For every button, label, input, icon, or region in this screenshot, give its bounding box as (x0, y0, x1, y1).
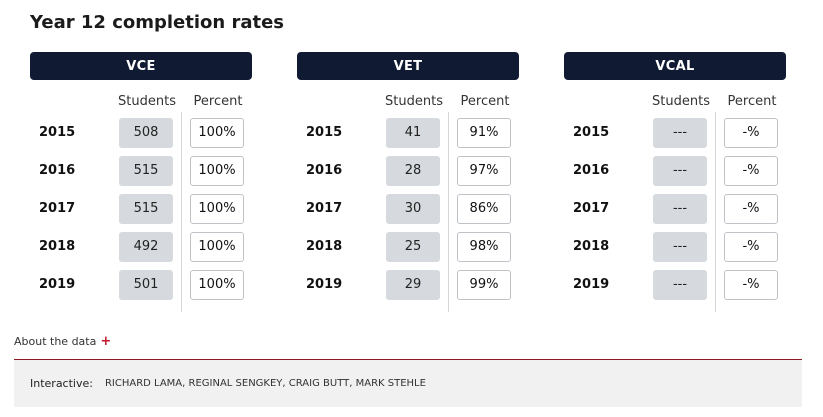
percent-cell: 100% (190, 270, 244, 300)
table-row: 2019 501 100% (30, 270, 252, 308)
students-cell: --- (653, 118, 707, 148)
table-row: 2015 --- -% (564, 118, 786, 156)
year-label: 2019 (39, 277, 76, 292)
percent-cell: 86% (457, 194, 511, 224)
percent-cell: 100% (190, 156, 244, 186)
students-cell: --- (653, 232, 707, 262)
percent-cell: 91% (457, 118, 511, 148)
table-row: 2016 28 97% (297, 156, 519, 194)
percent-column-header: Percent (193, 94, 243, 109)
table-rows: 2015 41 91% 2016 28 97% 2017 30 86% 2018 25 98% 2019… (297, 112, 519, 312)
table-row: 2018 492 100% (30, 232, 252, 270)
about-the-data-toggle[interactable]: About the data + (14, 334, 111, 349)
percent-column-header: Percent (727, 94, 777, 109)
table-row: 2015 508 100% (30, 118, 252, 156)
students-cell: 515 (119, 156, 173, 186)
credits-names: RICHARD LAMA, REGINAL SENGKEY, CRAIG BUT… (104, 378, 426, 389)
column-headers: Students Percent (297, 94, 519, 118)
year-label: 2016 (39, 163, 76, 178)
column-divider (715, 112, 716, 312)
table-row: 2015 41 91% (297, 118, 519, 156)
year-label: 2015 (39, 125, 76, 140)
students-cell: --- (653, 156, 707, 186)
percent-column-header: Percent (460, 94, 510, 109)
students-column-header: Students (652, 94, 710, 109)
year-label: 2018 (39, 239, 76, 254)
panel-vet: VET Students Percent 2015 41 91% 2016 28 97% 2017… (297, 52, 519, 312)
students-cell: --- (653, 194, 707, 224)
percent-cell: 100% (190, 118, 244, 148)
percent-cell: 100% (190, 194, 244, 224)
credits-bar: Interactive: RICHARD LAMA, REGINAL SENGK… (14, 360, 802, 407)
column-headers: Students Percent (30, 94, 252, 118)
column-headers: Students Percent (564, 94, 786, 118)
table-row: 2018 --- -% (564, 232, 786, 270)
students-cell: 29 (386, 270, 440, 300)
students-column-header: Students (118, 94, 176, 109)
percent-cell: 99% (457, 270, 511, 300)
table-row: 2017 30 86% (297, 194, 519, 232)
year-label: 2019 (573, 277, 610, 292)
table-row: 2018 25 98% (297, 232, 519, 270)
year-label: 2015 (573, 125, 610, 140)
table-row: 2017 --- -% (564, 194, 786, 232)
table-row: 2017 515 100% (30, 194, 252, 232)
year-label: 2016 (573, 163, 610, 178)
students-cell: 508 (119, 118, 173, 148)
panel-header-vcal: VCAL (564, 52, 786, 80)
panel-header-vce: VCE (30, 52, 252, 80)
students-cell: 25 (386, 232, 440, 262)
footer-divider (14, 359, 802, 360)
year-label: 2018 (573, 239, 610, 254)
table-rows: 2015 --- -% 2016 --- -% 2017 --- -% 2018 --- -% 2019… (564, 112, 786, 312)
year-label: 2015 (306, 125, 343, 140)
table-rows: 2015 508 100% 2016 515 100% 2017 515 100% 2018 492… (30, 112, 252, 312)
students-cell: 28 (386, 156, 440, 186)
percent-cell: -% (724, 118, 778, 148)
students-cell: --- (653, 270, 707, 300)
students-cell: 41 (386, 118, 440, 148)
column-divider (181, 112, 182, 312)
percent-cell: 98% (457, 232, 511, 262)
students-cell: 30 (386, 194, 440, 224)
year-label: 2019 (306, 277, 343, 292)
students-column-header: Students (385, 94, 443, 109)
about-label: About the data (14, 335, 97, 348)
percent-cell: -% (724, 232, 778, 262)
page-title: Year 12 completion rates (30, 12, 285, 33)
table-row: 2016 515 100% (30, 156, 252, 194)
panel-header-vet: VET (297, 52, 519, 80)
students-cell: 515 (119, 194, 173, 224)
students-cell: 501 (119, 270, 173, 300)
year-label: 2018 (306, 239, 343, 254)
year-label: 2017 (39, 201, 76, 216)
percent-cell: 97% (457, 156, 511, 186)
column-divider (448, 112, 449, 312)
year-label: 2017 (306, 201, 343, 216)
table-row: 2016 --- -% (564, 156, 786, 194)
plus-icon: + (100, 334, 112, 349)
table-row: 2019 --- -% (564, 270, 786, 308)
panel-vcal: VCAL Students Percent 2015 --- -% 2016 --- -% 201… (564, 52, 786, 312)
panel-vce: VCE Students Percent 2015 508 100% 2016 515 100%… (30, 52, 252, 312)
year-label: 2016 (306, 163, 343, 178)
table-row: 2019 29 99% (297, 270, 519, 308)
credits-label: Interactive: (30, 377, 93, 390)
year-label: 2017 (573, 201, 610, 216)
percent-cell: -% (724, 156, 778, 186)
percent-cell: 100% (190, 232, 244, 262)
students-cell: 492 (119, 232, 173, 262)
percent-cell: -% (724, 270, 778, 300)
percent-cell: -% (724, 194, 778, 224)
